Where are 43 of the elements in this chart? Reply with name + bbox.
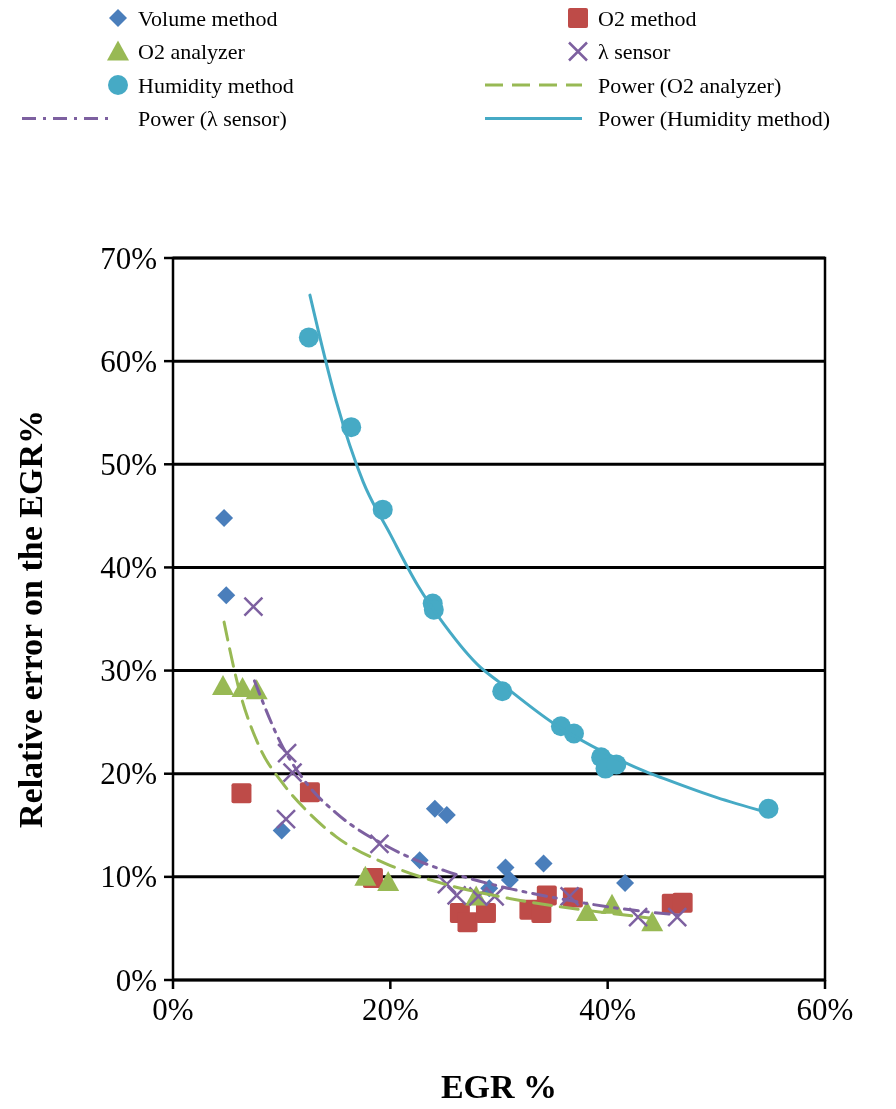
point — [627, 906, 649, 928]
legend-label: Power (Humidity method) — [598, 106, 831, 131]
point — [369, 833, 390, 855]
legend-label: Power (O2 analyzer) — [598, 72, 782, 98]
x-axis-title: EGR % — [440, 1068, 558, 1105]
legend-label: λ sensor — [598, 39, 672, 64]
point — [243, 596, 264, 617]
x-tick-label: 40% — [579, 992, 637, 1027]
point — [672, 892, 693, 913]
point — [377, 871, 400, 892]
x-tick-label: 20% — [361, 992, 419, 1027]
point — [276, 742, 298, 764]
point — [217, 586, 236, 605]
legend-label: Power (λ sensor) — [138, 106, 287, 131]
y-tick-label: 40% — [100, 549, 157, 585]
legend-label: O2 method — [598, 5, 697, 31]
point — [354, 865, 377, 886]
point — [666, 906, 688, 928]
point — [282, 762, 303, 783]
point — [534, 854, 553, 873]
point — [475, 902, 496, 923]
x-tick-label: 60% — [796, 992, 854, 1027]
point — [298, 327, 319, 348]
y-tick-label: 50% — [100, 446, 157, 482]
legend-label: Volume method — [138, 5, 278, 31]
y-tick-label: 70% — [100, 240, 157, 276]
point — [275, 808, 297, 830]
y-tick-label: 10% — [100, 859, 157, 895]
point — [616, 874, 635, 893]
point — [211, 675, 234, 696]
point — [425, 799, 444, 818]
y-tick-label: 30% — [100, 653, 157, 689]
point — [215, 508, 234, 527]
point — [437, 805, 456, 824]
point — [500, 870, 519, 889]
point — [231, 783, 252, 804]
y-tick-label: 60% — [100, 343, 157, 379]
point — [641, 911, 664, 932]
y-axis-title: Relative error on the EGR% — [12, 410, 49, 828]
y-tick-label: 20% — [100, 756, 157, 792]
point — [496, 858, 515, 877]
legend-label: O2 analyzer — [138, 39, 246, 64]
legend-label: Humidity method — [138, 72, 294, 98]
